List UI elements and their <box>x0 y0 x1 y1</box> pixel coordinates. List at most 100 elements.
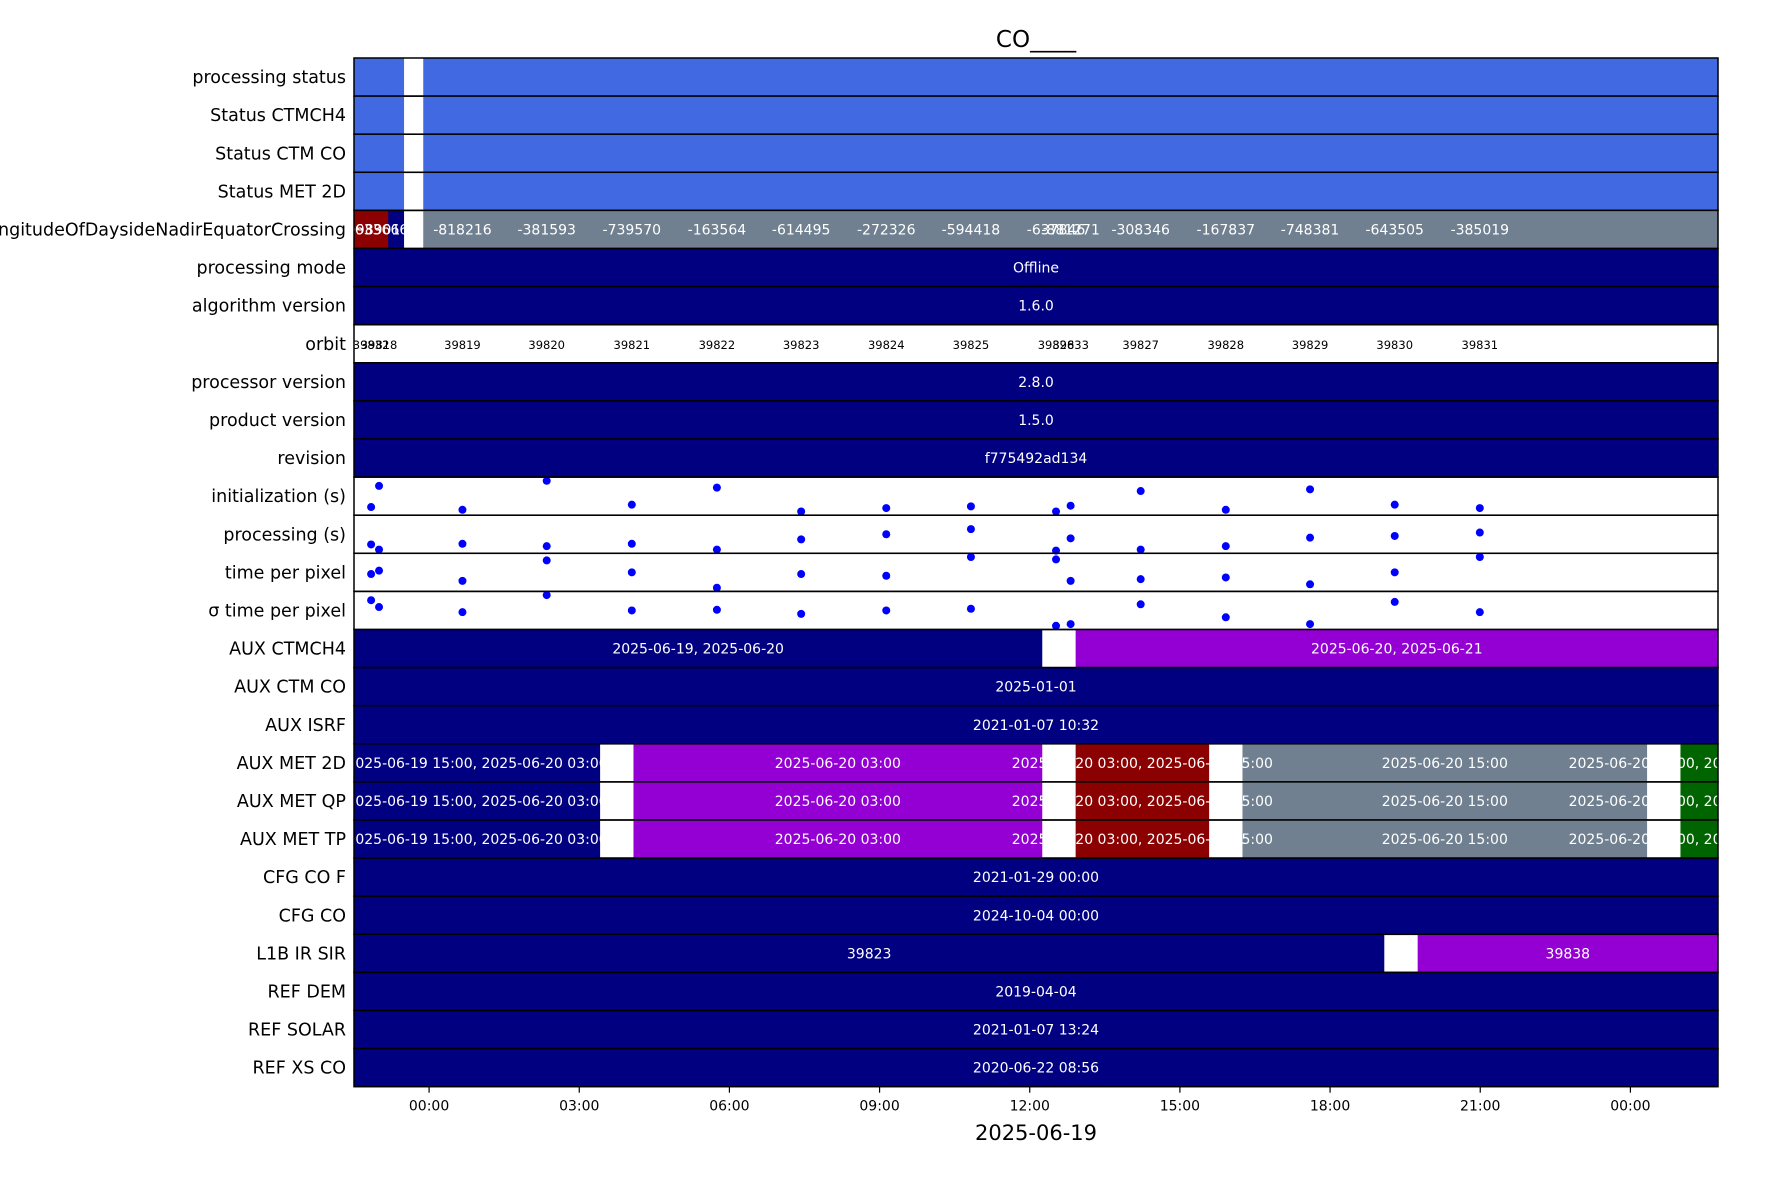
longitude-value: -272326 <box>857 222 916 238</box>
row-status-ctmch4 <box>353 95 1719 135</box>
scatter-point <box>966 502 975 511</box>
segment-label: 2025-06-20 03:00 <box>775 832 901 848</box>
segment-label: 2025-06-20 15:00, 2025-06-21 03:00 <box>1569 794 1771 810</box>
scatter-point <box>542 476 551 485</box>
scatter-point <box>797 507 806 516</box>
segment-label: 2025-06-20 15:00 <box>1382 832 1508 848</box>
x-tick-label: 03:00 <box>559 1099 599 1115</box>
status-bar <box>354 58 389 97</box>
row-aux-met-tp: 2025-06-19 15:00, 2025-06-20 03:00 2025-0… <box>346 819 1771 859</box>
status-bar <box>423 134 1719 173</box>
segment-bar <box>354 400 1718 439</box>
segment-label: 2021-01-07 13:24 <box>973 1023 1099 1039</box>
status-bar <box>423 58 1719 97</box>
segment-label: 1.5.0 <box>1018 413 1054 429</box>
row-processing-s <box>353 514 1719 555</box>
scatter-point <box>542 556 551 565</box>
orbit-number: 39818 <box>361 338 398 352</box>
segment-label: Offline <box>1013 261 1059 277</box>
orbit-number: 39820 <box>528 338 565 352</box>
scatter-point <box>458 576 467 585</box>
segment-label: 2025-06-19 15:00, 2025-06-20 03:00 <box>346 756 607 772</box>
segment-label: 2025-06-19 15:00, 2025-06-20 03:00 <box>346 832 607 848</box>
row-algorithm-version: 1.6.0 <box>353 285 1719 326</box>
segment-bar <box>354 705 1718 744</box>
segment-bar <box>1075 629 1718 668</box>
row-processor-version: 2.8.0 <box>353 362 1719 402</box>
x-tick-label: 12:00 <box>1010 1099 1050 1115</box>
scatter-point <box>627 500 636 509</box>
orbit-number: 39819 <box>444 338 481 352</box>
segment-bar <box>1075 781 1210 820</box>
rows-layer: -633666 -818216 -381593 -739570 -163564 -6144… <box>346 57 1771 1088</box>
orbit-number: 39833 <box>1052 338 1089 352</box>
row-label: REF SOLAR <box>248 1021 346 1041</box>
row-aux-ctmch4: 2025-06-19, 2025-06-20 2025-06-20, 2025-0… <box>353 628 1719 669</box>
row-aux-isrf: 2021-01-07 10:32 <box>353 704 1719 745</box>
scatter-point <box>1066 534 1075 543</box>
longitude-bar <box>354 210 389 249</box>
orbit-number: 39824 <box>868 338 905 352</box>
scatter-point <box>712 583 721 592</box>
row-frame <box>353 476 1719 516</box>
longitude-value: -381593 <box>517 222 576 238</box>
segment-bar <box>1075 820 1210 859</box>
scatter-point <box>627 539 636 548</box>
scatter-point <box>458 608 467 617</box>
segment-bar <box>354 248 1718 287</box>
row-cfg-co-f: 2021-01-29 00:00 <box>353 857 1719 897</box>
orbit-number: 39828 <box>1207 338 1244 352</box>
longitude-value: -748381 <box>1281 222 1340 238</box>
segment-label: 2021-01-07 10:32 <box>973 718 1099 734</box>
row-processing-status <box>353 57 1719 97</box>
row-label: AUX MET TP <box>240 830 346 850</box>
row-label: AUX CTMCH4 <box>229 640 346 660</box>
row-status-met-2d <box>353 171 1719 212</box>
status-bar <box>354 134 389 173</box>
scatter-point <box>1390 500 1399 509</box>
row-label: processing mode <box>196 259 346 279</box>
row-time-per-pixel <box>353 552 1719 593</box>
orbit-number: 39823 <box>783 338 820 352</box>
row-label: processing status <box>192 68 346 88</box>
scatter-point <box>966 604 975 613</box>
row-label: revision <box>277 449 346 469</box>
row-label: orbit <box>305 335 346 355</box>
segment-bar <box>1680 781 1718 820</box>
scatter-point <box>1052 507 1061 516</box>
segment-bar <box>1242 743 1648 782</box>
longitude-value: -167837 <box>1197 222 1256 238</box>
x-tick-label: 15:00 <box>1160 1099 1200 1115</box>
x-tick-label: 00:00 <box>1610 1099 1650 1115</box>
scatter-point <box>375 481 384 490</box>
scatter-point <box>1390 597 1399 606</box>
scatter-point <box>882 504 891 513</box>
row-frame <box>353 552 1719 593</box>
row-labels: processing status Status CTMCH4 Status CTM… <box>0 68 346 1079</box>
scatter-point <box>1136 545 1145 554</box>
scatter-point <box>1475 504 1484 513</box>
scatter-point <box>1390 531 1399 540</box>
row-label: algorithm version <box>192 297 346 317</box>
scatter-point <box>367 596 376 605</box>
scatter-point <box>458 539 467 548</box>
scatter-point <box>1221 505 1230 514</box>
scatter-point <box>1066 501 1075 510</box>
status-bar <box>354 172 389 211</box>
segment-label: 39823 <box>847 946 892 962</box>
row-frame <box>353 1047 1719 1088</box>
scatter-point <box>375 545 384 554</box>
scatter-point <box>1306 485 1315 494</box>
x-tick-label: 00:00 <box>409 1099 449 1115</box>
row-label: Status MET 2D <box>218 182 346 202</box>
longitude-value: -633666 <box>350 222 409 238</box>
segment-bar <box>354 667 1718 706</box>
row-label: σ time per pixel <box>208 601 346 621</box>
row-cfg-co: 2024-10-04 00:00 <box>353 895 1719 936</box>
segment-bar <box>1680 820 1718 859</box>
segment-label: 2025-06-20 15:00, 2025-06-21 03:00 <box>1569 832 1771 848</box>
row-label: processing (s) <box>223 525 346 545</box>
row-time-per-pixel <box>353 590 1719 631</box>
x-tick-label: 06:00 <box>709 1099 749 1115</box>
row-label: time per pixel <box>225 563 346 583</box>
